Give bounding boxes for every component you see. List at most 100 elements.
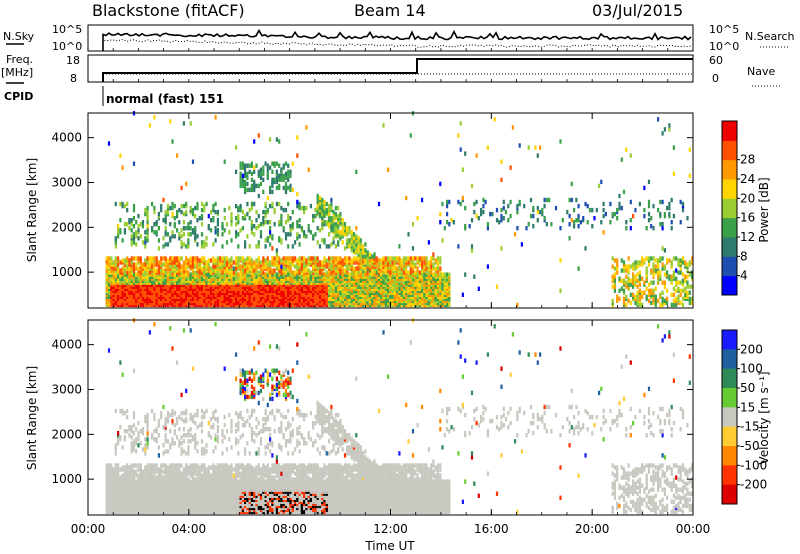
- power-cell: [398, 262, 401, 267]
- power-cell: [155, 268, 158, 273]
- power-cell: [670, 220, 673, 225]
- power-cell: [221, 256, 224, 261]
- power-cell: [205, 272, 208, 277]
- power-cell: [670, 260, 673, 265]
- power-cell: [275, 272, 278, 277]
- power-cell: [271, 268, 274, 273]
- power-cell: [132, 232, 136, 237]
- power-cell: [681, 207, 685, 213]
- power-cell: [634, 207, 637, 213]
- power-cell: [153, 272, 156, 277]
- power-cell: [237, 220, 240, 225]
- power-cell: [153, 222, 156, 227]
- power-cell: [654, 286, 657, 291]
- power-cell: [688, 173, 691, 178]
- power-cell: [187, 244, 190, 249]
- power-y-tick-label: 2000: [51, 220, 82, 234]
- power-cell: [645, 226, 648, 231]
- power-cell: [128, 218, 131, 223]
- power-cell: [235, 145, 238, 150]
- power-cell: [579, 220, 582, 225]
- power-cell: [126, 222, 129, 227]
- power-cell: [287, 256, 290, 261]
- power-cell: [309, 203, 312, 209]
- power-cell: [230, 270, 233, 275]
- power-cell: [266, 262, 269, 267]
- power-cell: [117, 224, 120, 229]
- power-cell: [273, 256, 276, 261]
- power-cell: [686, 284, 689, 289]
- power-cell: [153, 266, 156, 271]
- power-cell: [332, 266, 335, 271]
- power-cell: [652, 266, 655, 271]
- power-cell: [377, 258, 381, 263]
- power-cell: [620, 205, 623, 211]
- power-cell: [439, 266, 442, 271]
- power-cell: [618, 193, 621, 199]
- power-cell: [303, 256, 306, 261]
- power-cell: [253, 139, 256, 144]
- power-cell: [334, 266, 337, 271]
- power-cell: [282, 163, 285, 168]
- power-cell: [434, 258, 437, 263]
- power-cell: [654, 264, 657, 269]
- power-cell: [178, 268, 181, 273]
- power-cell: [262, 270, 265, 275]
- power-cell: [284, 232, 288, 237]
- power-cell: [289, 228, 292, 233]
- power-cell: [663, 298, 666, 304]
- power-cell: [287, 201, 290, 207]
- power-cell: [316, 226, 319, 231]
- power-cell: [257, 256, 260, 261]
- power-cell: [350, 234, 353, 239]
- power-cell: [402, 266, 406, 271]
- power-cell: [448, 199, 451, 205]
- freq-ltick-bottom: 8: [70, 72, 77, 85]
- velocity-cell: [119, 408, 122, 414]
- power-cell: [271, 256, 274, 261]
- power-cell: [629, 226, 632, 231]
- power-cell: [275, 169, 278, 174]
- freq-ltick-top: 18: [66, 54, 80, 67]
- power-cell: [273, 268, 276, 273]
- power-cell: [269, 226, 272, 231]
- power-cell: [212, 203, 215, 209]
- power-cell: [668, 205, 671, 211]
- power-cell: [160, 256, 163, 261]
- power-cell: [135, 220, 138, 225]
- power-cell: [688, 260, 691, 265]
- power-cell: [459, 121, 462, 126]
- velocity-cell: [126, 429, 129, 434]
- power-cell: [470, 244, 474, 249]
- power-cell: [287, 213, 290, 219]
- power-y-tick-label: 1000: [51, 265, 82, 279]
- power-cell: [650, 288, 653, 293]
- power-cell: [321, 197, 324, 203]
- power-cell: [638, 276, 641, 281]
- power-cell: [266, 220, 269, 225]
- power-cell: [180, 264, 183, 269]
- power-cell: [278, 236, 281, 241]
- velocity-cell: [117, 441, 120, 446]
- power-cell: [636, 260, 639, 265]
- power-cell: [123, 203, 126, 209]
- power-cell: [271, 189, 274, 195]
- power-cell: [622, 260, 626, 265]
- power-cell: [380, 264, 383, 269]
- power-cell: [107, 141, 111, 146]
- power-cell: [346, 238, 349, 243]
- power-cell: [675, 268, 678, 273]
- power-cell: [620, 278, 623, 283]
- power-cell: [446, 272, 449, 277]
- power-cell: [262, 189, 265, 195]
- power-cell: [334, 211, 337, 217]
- power-cell: [135, 256, 138, 261]
- power-cell: [468, 224, 471, 229]
- power-cell: [532, 224, 535, 229]
- power-cell: [185, 244, 188, 249]
- power-cell: [257, 262, 260, 267]
- power-cell: [598, 183, 601, 189]
- power-cell: [291, 244, 294, 249]
- velocity-cell: [126, 414, 129, 420]
- power-cell: [189, 205, 192, 211]
